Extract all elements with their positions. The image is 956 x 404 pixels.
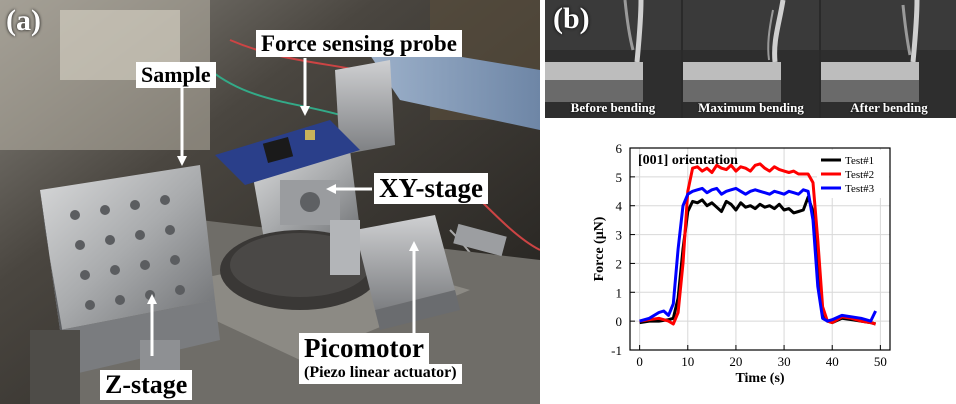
sem-frame-after: After bending [821, 0, 956, 118]
label-picomotor: Picomotor [299, 333, 429, 364]
y-tick-label: -1 [611, 343, 622, 358]
x-axis-label: Time (s) [735, 371, 784, 386]
photo-panel: (a) Sample Force sensing probe XY-stage … [0, 0, 540, 404]
x-tick-label: 40 [826, 354, 839, 369]
x-tick-label: 0 [636, 354, 643, 369]
y-axis-label: Force (μN) [592, 216, 607, 281]
label-sample: Sample [136, 62, 216, 88]
orientation-annotation: [001] orientation [638, 153, 738, 168]
y-tick-label: 3 [616, 228, 623, 243]
y-tick-label: 5 [616, 170, 623, 185]
legend-label-test-1: Test#1 [845, 155, 874, 167]
label-picomotor-sub: (Piezo linear actuator) [299, 364, 462, 384]
series-line-test-2 [639, 162, 877, 326]
legend-label-test-2: Test#2 [845, 169, 874, 181]
series-line-test-1 [639, 195, 877, 326]
series-line-test-3 [639, 186, 877, 323]
force-time-chart: 0 10 20 30 40 50 -1 0 1 2 3 4 5 6 Time (s) Force (μN) [0… [592, 141, 891, 386]
sem-caption-maximum: Maximum bending [698, 100, 804, 115]
label-xy-stage: XY-stage [374, 173, 488, 204]
plot-frame [629, 147, 891, 351]
y-tick-label: 2 [616, 256, 623, 271]
y-tick-label: 4 [616, 199, 623, 214]
y-tick-label: 6 [616, 141, 623, 156]
legend-label-test-3: Test#3 [845, 183, 875, 195]
x-tick-label: 10 [681, 354, 694, 369]
x-tick-label: 50 [874, 354, 887, 369]
panel-a-letter: (a) [6, 4, 41, 37]
label-force-probe: Force sensing probe [256, 30, 462, 57]
sem-frame-maximum: Maximum bending [683, 0, 819, 118]
results-panel: Before bending Maximum bending [545, 0, 956, 404]
label-z-stage: Z-stage [100, 370, 193, 400]
panel-b-letter: (b) [553, 2, 590, 35]
sem-frame-before: Before bending [545, 0, 681, 118]
sem-caption-after: After bending [850, 100, 928, 115]
y-tick-label: 1 [616, 285, 623, 300]
sem-image-before [545, 0, 681, 118]
sem-image-maximum [683, 0, 819, 118]
x-tick-label: 20 [729, 354, 742, 369]
sem-caption-before: Before bending [570, 100, 656, 115]
y-tick-label: 0 [616, 314, 623, 329]
sem-image-after [821, 0, 956, 118]
callout-arrows [147, 58, 419, 356]
sem-image-strip: Before bending Maximum bending [545, 0, 956, 118]
x-tick-label: 30 [778, 354, 791, 369]
